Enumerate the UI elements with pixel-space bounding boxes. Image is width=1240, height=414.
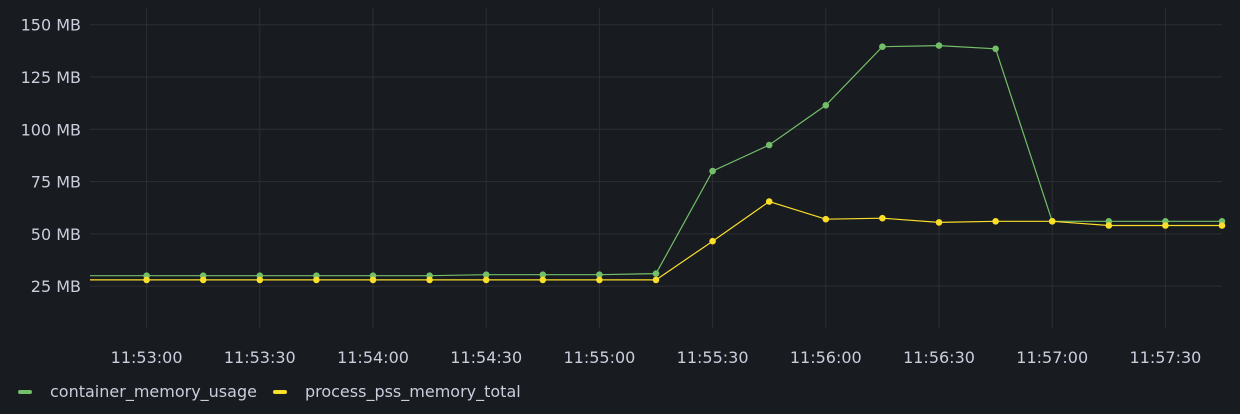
y-tick-label: 150 MB — [21, 16, 81, 35]
data-point[interactable] — [992, 218, 999, 225]
x-tick-label: 11:55:00 — [563, 348, 635, 367]
legend-label: container_memory_usage — [50, 382, 257, 401]
y-axis: 25 MB 50 MB 75 MB 100 MB 125 MB 150 MB — [21, 16, 81, 296]
x-axis: 11:53:00 11:53:30 11:54:00 11:54:30 11:55:00… — [111, 348, 1202, 367]
y-tick-label: 50 MB — [31, 225, 81, 244]
legend-swatch-yellow — [272, 389, 287, 394]
data-point[interactable] — [765, 141, 773, 149]
data-point[interactable] — [539, 276, 547, 284]
chart: 25 MB 50 MB 75 MB 100 MB 125 MB 150 MB 11:53:… — [21, 8, 1226, 367]
data-point[interactable] — [822, 215, 830, 223]
data-point[interactable] — [482, 276, 490, 284]
data-point[interactable] — [652, 276, 660, 284]
y-tick-label: 100 MB — [21, 120, 81, 139]
y-tick-label: 75 MB — [31, 173, 81, 192]
x-tick-label: 11:55:30 — [677, 348, 749, 367]
y-tick-label: 25 MB — [31, 277, 81, 296]
data-point[interactable] — [935, 219, 943, 226]
y-tick-label: 125 MB — [21, 68, 81, 87]
data-point[interactable] — [709, 167, 716, 175]
data-point[interactable] — [822, 102, 830, 109]
data-point[interactable] — [1048, 218, 1056, 225]
legend: container_memory_usage process_pss_memor… — [18, 382, 537, 401]
data-point[interactable] — [879, 214, 886, 222]
x-tick-label: 11:56:30 — [903, 348, 975, 367]
x-tick-label: 11:54:00 — [337, 348, 409, 367]
data-point[interactable] — [199, 276, 207, 284]
data-point[interactable] — [709, 237, 716, 245]
legend-label: process_pss_memory_total — [304, 382, 521, 401]
data-point[interactable] — [1218, 222, 1226, 229]
data-point[interactable] — [313, 276, 320, 284]
data-point[interactable] — [596, 271, 603, 279]
grid — [90, 8, 1222, 328]
data-point[interactable] — [539, 271, 547, 279]
data-point[interactable] — [482, 271, 490, 279]
data-point[interactable] — [596, 276, 603, 284]
x-tick-label: 11:53:00 — [111, 348, 183, 367]
data-point[interactable] — [369, 276, 377, 284]
x-tick-label: 11:56:00 — [790, 348, 862, 367]
data-point[interactable] — [765, 198, 773, 205]
data-point[interactable] — [879, 43, 886, 50]
data-point[interactable] — [935, 42, 943, 49]
data-point[interactable] — [652, 270, 660, 277]
legend-item-process-pss-memory-total[interactable]: process_pss_memory_total — [272, 382, 521, 401]
data-point[interactable] — [992, 45, 999, 53]
x-tick-label: 11:57:30 — [1129, 348, 1201, 367]
series-layer — [89, 42, 1226, 284]
data-point[interactable] — [1162, 222, 1169, 229]
legend-swatch-green — [18, 389, 32, 394]
legend-item-container-memory-usage[interactable]: container_memory_usage — [18, 382, 257, 401]
x-tick-label: 11:54:30 — [450, 348, 522, 367]
data-point[interactable] — [1105, 222, 1113, 229]
data-point[interactable] — [256, 276, 264, 284]
x-tick-label: 11:57:00 — [1016, 348, 1088, 367]
data-point[interactable] — [143, 276, 150, 284]
data-point[interactable] — [426, 276, 433, 284]
x-tick-label: 11:53:30 — [224, 348, 296, 367]
